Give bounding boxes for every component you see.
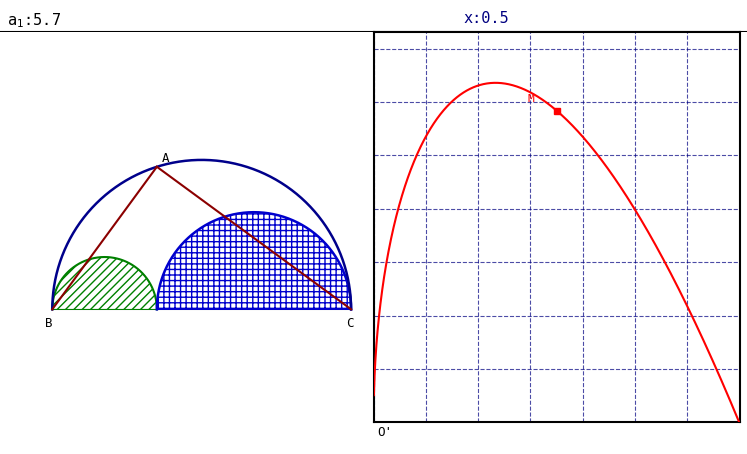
Text: C: C (347, 317, 354, 330)
Text: B: B (45, 317, 52, 330)
Text: M: M (527, 94, 534, 104)
Text: O': O' (377, 426, 392, 439)
Text: A: A (161, 152, 169, 165)
Text: x:0.5: x:0.5 (463, 11, 509, 26)
Polygon shape (52, 257, 157, 309)
Polygon shape (157, 212, 351, 309)
Text: a$_1$:5.7: a$_1$:5.7 (7, 11, 61, 30)
